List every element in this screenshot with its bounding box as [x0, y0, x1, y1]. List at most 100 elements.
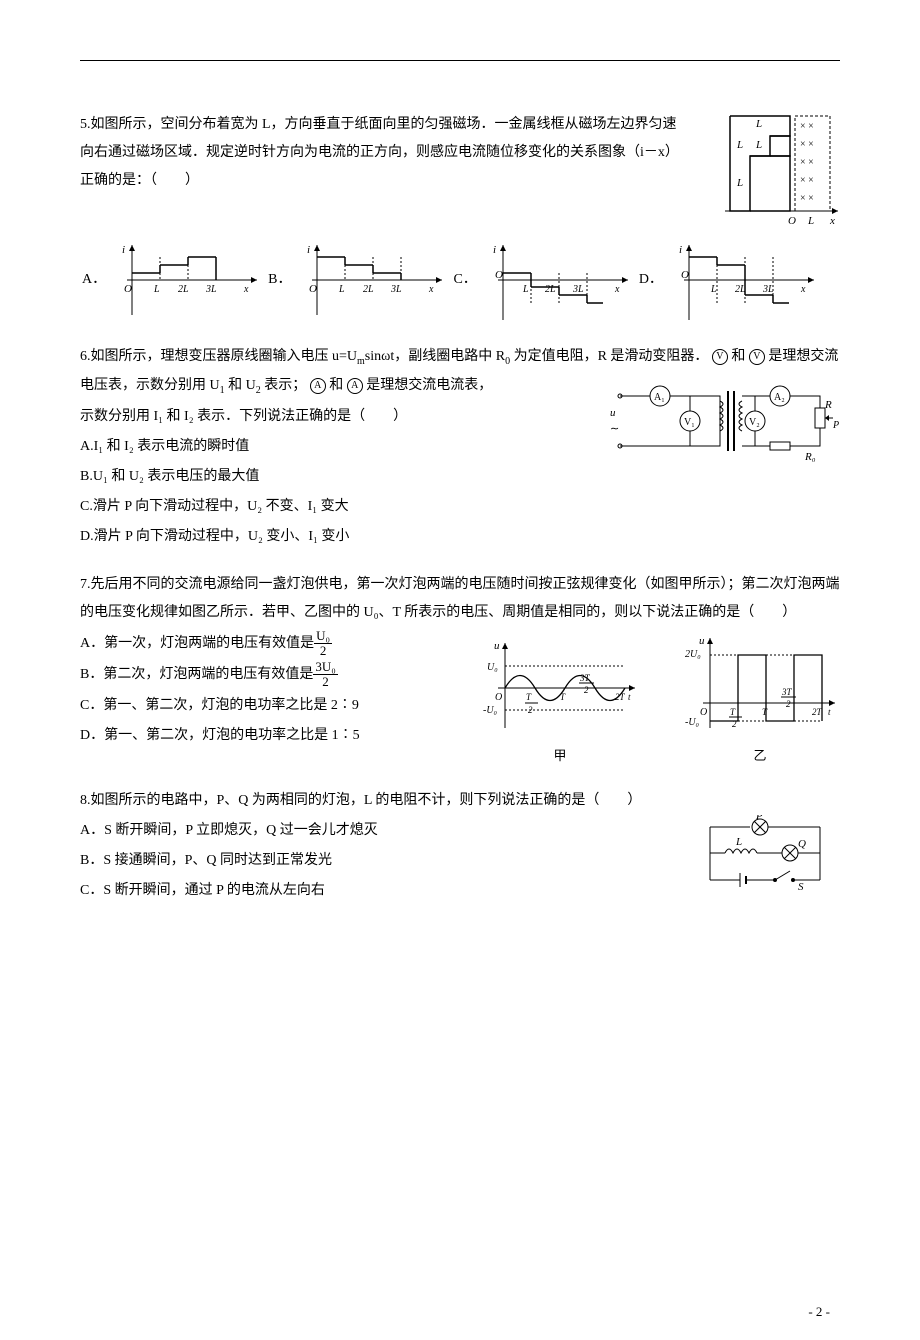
svg-text:i: i	[679, 244, 682, 256]
q7-fig-jia: u U₀ -U₀ O T2 T 3T2 2T t 甲	[480, 633, 640, 769]
q8-circuit: P L Q S	[690, 815, 840, 895]
q5-opt-D-label: D．	[637, 266, 665, 294]
svg-text:V₁: V₁	[684, 417, 695, 428]
q8-text: 8.如图所示的电路中，P、Q 为两相同的灯泡，L 的电阻不计，则下列说法正确的是…	[80, 787, 840, 815]
q6-opt-D: D.滑片 P 向下滑动过程中，U₂ 变小、I₁ 变小	[80, 523, 840, 551]
svg-text:3T: 3T	[579, 673, 591, 683]
svg-text:2T: 2T	[812, 707, 823, 717]
svg-text:t: t	[828, 707, 831, 717]
svg-text:S: S	[798, 881, 804, 893]
svg-text:2L: 2L	[178, 284, 189, 295]
svg-text:2: 2	[786, 699, 791, 709]
q6-opt-B: B.U₁ 和 U₂ 表示电压的最大值	[80, 463, 840, 491]
q5-optA-svg: i O L 2L 3L x	[112, 235, 262, 325]
question-7: 7.先后用不同的交流电源给同一盏灯泡供电，第一次灯泡两端的电压随时间按正弦规律变…	[80, 571, 840, 769]
q5-opt-C-label: C．	[451, 266, 478, 294]
svg-text:O: O	[495, 269, 503, 281]
q5-text: 5.如图所示，空间分布着宽为 L，方向垂直于纸面向里的匀强磁场．一金属线框从磁场…	[80, 117, 679, 188]
svg-text:L: L	[755, 118, 762, 130]
svg-text:R₀: R₀	[804, 451, 816, 463]
svg-text:2: 2	[732, 719, 737, 729]
svg-text:2: 2	[528, 705, 533, 715]
svg-text:O: O	[681, 269, 689, 281]
svg-text:-U₀: -U₀	[685, 717, 700, 728]
svg-text:2T: 2T	[615, 692, 626, 702]
svg-text:u: u	[699, 635, 705, 647]
svg-text:3L: 3L	[205, 284, 217, 295]
q5-opt-B-label: B．	[266, 266, 293, 294]
svg-text:O: O	[495, 692, 502, 703]
svg-text:T: T	[762, 707, 768, 717]
svg-text:3T: 3T	[781, 687, 793, 697]
svg-text:i: i	[307, 244, 310, 256]
svg-text:u: u	[610, 407, 616, 419]
svg-text:A₂: A₂	[774, 392, 785, 403]
svg-text:T: T	[730, 707, 736, 717]
svg-text:× ×: × ×	[800, 121, 814, 132]
svg-text:P: P	[755, 815, 763, 822]
page-body: { "colors": { "text":"#000000", "bg":"#f…	[0, 0, 920, 1340]
svg-text:T: T	[526, 692, 532, 702]
q5-opt-A-label: A．	[80, 266, 108, 294]
svg-text:L: L	[153, 284, 160, 295]
svg-text:x: x	[243, 284, 249, 295]
svg-text:O: O	[788, 215, 796, 227]
svg-text:L: L	[807, 215, 814, 227]
svg-text:2L: 2L	[545, 284, 556, 295]
svg-text:O: O	[124, 283, 132, 295]
svg-text:L: L	[710, 284, 717, 295]
q5-optB-svg: i O L 2L 3L x	[297, 235, 447, 325]
svg-text:3L: 3L	[390, 284, 402, 295]
svg-text:T: T	[560, 692, 566, 702]
voltmeter-v1-icon: V	[712, 349, 728, 365]
svg-text:Q: Q	[798, 838, 806, 850]
fig-yi-caption: 乙	[680, 743, 840, 769]
q7-text: 7.先后用不同的交流电源给同一盏灯泡供电，第一次灯泡两端的电压随时间按正弦规律变…	[80, 571, 840, 627]
svg-text:O: O	[700, 707, 707, 718]
svg-text:x: x	[829, 215, 835, 227]
svg-text:O: O	[309, 283, 317, 295]
q7-figs: u U₀ -U₀ O T2 T 3T2 2T t 甲	[440, 633, 840, 769]
svg-text:R: R	[824, 399, 832, 411]
svg-text:3L: 3L	[762, 284, 774, 295]
q8-circuit-svg: P L Q S	[690, 815, 840, 895]
svg-text:× ×: × ×	[800, 175, 814, 186]
header-rule	[80, 60, 840, 61]
q6-circuit: A₁ V₁ u ∼ A₂ R P	[610, 376, 840, 466]
svg-text:× ×: × ×	[800, 157, 814, 168]
q5-optD-svg: i O L2L3Lx	[669, 235, 819, 325]
svg-text:u: u	[494, 640, 500, 652]
svg-text:U₀: U₀	[487, 662, 498, 673]
ammeter-a2-icon: A	[347, 378, 363, 394]
q5-loop-field-svg: × × × × × × × × × × L LL L O L x	[700, 111, 840, 231]
ammeter-a1-icon: A	[310, 378, 326, 394]
svg-text:A₁: A₁	[654, 392, 665, 403]
svg-text:2L: 2L	[363, 284, 374, 295]
page-number: - 2 -	[808, 1304, 830, 1320]
svg-text:x: x	[614, 284, 620, 295]
svg-text:V₂: V₂	[749, 417, 760, 428]
svg-text:P: P	[832, 420, 839, 431]
q6-circuit-svg: A₁ V₁ u ∼ A₂ R P	[610, 376, 840, 466]
svg-text:∼: ∼	[610, 423, 619, 435]
svg-text:t: t	[628, 692, 631, 702]
svg-text:× ×: × ×	[800, 139, 814, 150]
question-6: 6.如图所示，理想变压器原线圈输入电压 u=Umsinωt，副线圈电路中 R0 …	[80, 343, 840, 553]
svg-text:× ×: × ×	[800, 193, 814, 204]
svg-text:L: L	[522, 284, 529, 295]
q5-optC-svg: i O L 2L 3L x	[483, 235, 633, 325]
svg-text:-U₀: -U₀	[483, 705, 498, 716]
q5-figure: × × × × × × × × × × L LL L O L x	[700, 111, 840, 231]
q6-text-a: 6.如图所示，理想变压器原线圈输入电压 u=U	[80, 349, 357, 364]
q6-opt-C: C.滑片 P 向下滑动过程中，U₂ 不变、I₁ 变大	[80, 493, 840, 521]
voltmeter-v2-icon: V	[749, 349, 765, 365]
svg-text:L: L	[735, 836, 742, 848]
svg-text:3L: 3L	[572, 284, 584, 295]
svg-text:i: i	[493, 244, 496, 256]
svg-text:2U₀: 2U₀	[685, 649, 701, 660]
svg-text:i: i	[122, 244, 125, 256]
svg-text:L: L	[736, 177, 743, 189]
svg-text:x: x	[428, 284, 434, 295]
question-5: × × × × × × × × × × L LL L O L x 5.如图所示	[80, 111, 840, 325]
svg-text:L: L	[338, 284, 345, 295]
